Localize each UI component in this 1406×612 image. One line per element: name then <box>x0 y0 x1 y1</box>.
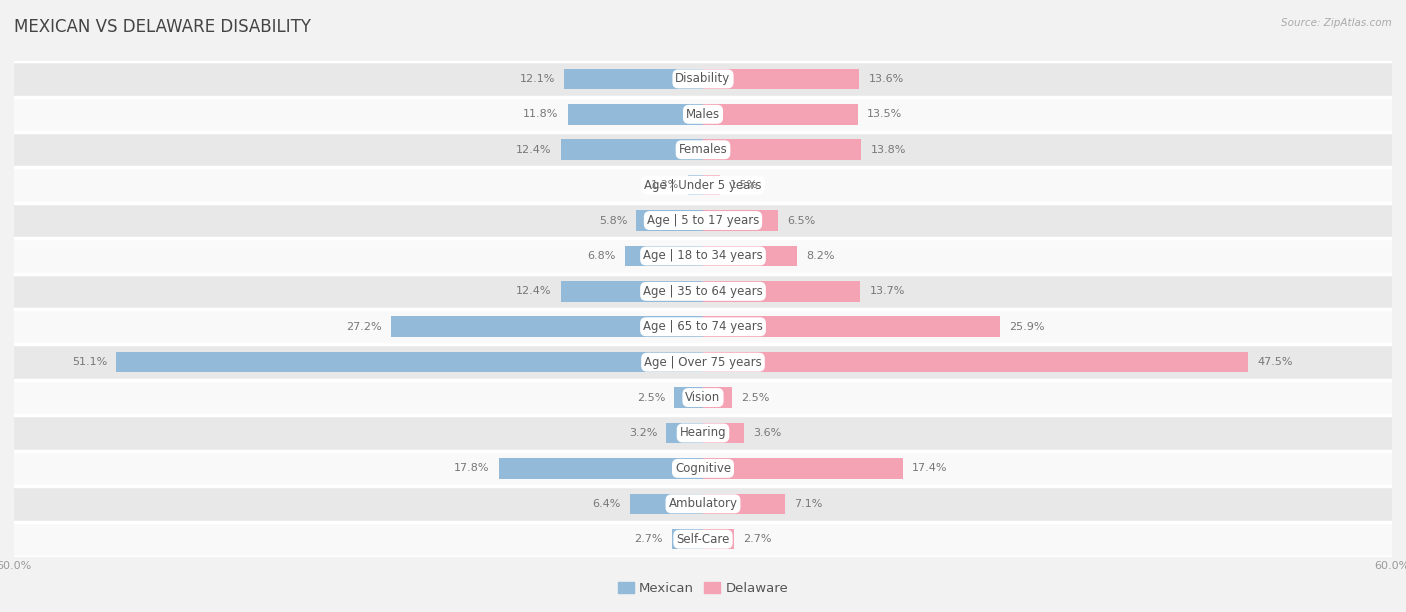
Text: Source: ZipAtlas.com: Source: ZipAtlas.com <box>1281 18 1392 28</box>
Text: Ambulatory: Ambulatory <box>668 498 738 510</box>
Bar <box>14 521 1392 557</box>
Bar <box>703 316 1001 337</box>
Bar <box>561 140 703 160</box>
Bar <box>703 423 744 443</box>
Bar <box>391 316 703 337</box>
Text: 5.8%: 5.8% <box>599 215 627 226</box>
Text: 25.9%: 25.9% <box>1010 322 1045 332</box>
Text: Age | 65 to 74 years: Age | 65 to 74 years <box>643 320 763 334</box>
Text: MEXICAN VS DELAWARE DISABILITY: MEXICAN VS DELAWARE DISABILITY <box>14 18 311 36</box>
Bar <box>703 493 785 514</box>
Text: 7.1%: 7.1% <box>794 499 823 509</box>
Bar <box>703 140 862 160</box>
Bar <box>14 238 1392 274</box>
Bar <box>703 69 859 89</box>
Text: Cognitive: Cognitive <box>675 462 731 475</box>
Text: 17.4%: 17.4% <box>912 463 948 474</box>
Bar <box>14 380 1392 416</box>
Bar <box>666 423 703 443</box>
Bar <box>675 387 703 408</box>
Bar <box>14 97 1392 132</box>
Bar <box>703 281 860 302</box>
Bar <box>703 245 797 266</box>
Text: Age | Under 5 years: Age | Under 5 years <box>644 179 762 192</box>
Text: 47.5%: 47.5% <box>1257 357 1294 367</box>
Text: Females: Females <box>679 143 727 156</box>
Text: Age | 18 to 34 years: Age | 18 to 34 years <box>643 250 763 263</box>
Bar <box>624 245 703 266</box>
Bar <box>561 281 703 302</box>
Text: 6.8%: 6.8% <box>588 251 616 261</box>
Bar <box>117 352 703 373</box>
Text: 51.1%: 51.1% <box>72 357 107 367</box>
Text: Vision: Vision <box>685 391 721 404</box>
Bar <box>564 69 703 89</box>
Bar <box>568 104 703 125</box>
Text: 12.1%: 12.1% <box>519 74 555 84</box>
Bar <box>703 529 734 550</box>
Legend: Mexican, Delaware: Mexican, Delaware <box>613 577 793 600</box>
Bar <box>499 458 703 479</box>
Bar <box>703 387 731 408</box>
Bar <box>14 486 1392 521</box>
Text: 12.4%: 12.4% <box>516 286 551 296</box>
Bar <box>672 529 703 550</box>
Bar <box>14 416 1392 450</box>
Bar <box>14 309 1392 345</box>
Text: 1.5%: 1.5% <box>730 180 758 190</box>
Text: Self-Care: Self-Care <box>676 532 730 546</box>
Text: 1.3%: 1.3% <box>651 180 679 190</box>
Text: 13.5%: 13.5% <box>868 110 903 119</box>
Bar <box>703 104 858 125</box>
Bar <box>703 458 903 479</box>
Bar <box>14 168 1392 203</box>
Bar <box>14 132 1392 168</box>
Bar <box>703 211 778 231</box>
Text: Hearing: Hearing <box>679 427 727 439</box>
Bar <box>637 211 703 231</box>
Text: 13.6%: 13.6% <box>869 74 904 84</box>
Bar <box>14 345 1392 380</box>
Text: 12.4%: 12.4% <box>516 144 551 155</box>
Bar <box>630 493 703 514</box>
Bar <box>14 61 1392 97</box>
Text: 8.2%: 8.2% <box>807 251 835 261</box>
Bar <box>14 203 1392 238</box>
Bar <box>688 175 703 195</box>
Bar <box>14 274 1392 309</box>
Text: 2.7%: 2.7% <box>744 534 772 544</box>
Text: 3.6%: 3.6% <box>754 428 782 438</box>
Text: Males: Males <box>686 108 720 121</box>
Bar <box>14 450 1392 486</box>
Bar <box>703 175 720 195</box>
Text: 11.8%: 11.8% <box>523 110 558 119</box>
Text: Age | 5 to 17 years: Age | 5 to 17 years <box>647 214 759 227</box>
Text: Age | 35 to 64 years: Age | 35 to 64 years <box>643 285 763 298</box>
Text: 2.5%: 2.5% <box>637 392 665 403</box>
Text: 27.2%: 27.2% <box>346 322 381 332</box>
Text: 6.5%: 6.5% <box>787 215 815 226</box>
Text: Disability: Disability <box>675 72 731 86</box>
Text: 2.5%: 2.5% <box>741 392 769 403</box>
Text: 13.8%: 13.8% <box>870 144 905 155</box>
Text: 2.7%: 2.7% <box>634 534 662 544</box>
Bar <box>703 352 1249 373</box>
Text: 17.8%: 17.8% <box>454 463 489 474</box>
Text: 13.7%: 13.7% <box>869 286 905 296</box>
Text: 6.4%: 6.4% <box>592 499 620 509</box>
Text: Age | Over 75 years: Age | Over 75 years <box>644 356 762 368</box>
Text: 3.2%: 3.2% <box>628 428 657 438</box>
